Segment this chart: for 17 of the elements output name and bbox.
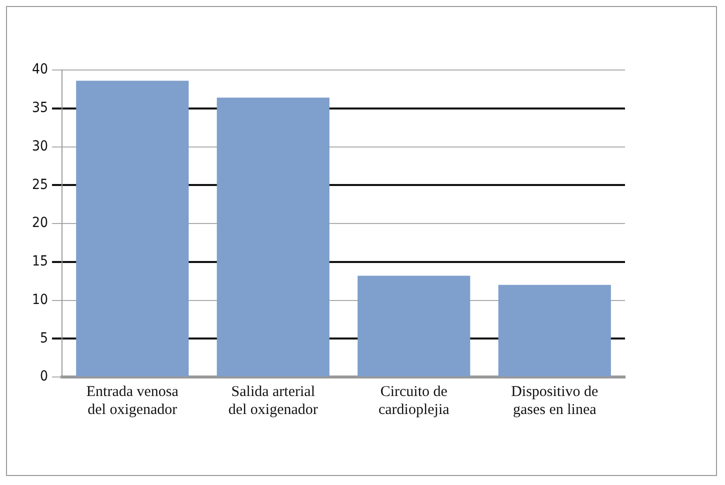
bar — [498, 284, 611, 376]
y-tick-label: 25 — [32, 176, 48, 193]
y-tick-label: 40 — [32, 62, 48, 78]
y-tick-label: 30 — [32, 138, 48, 154]
y-tick-label: 20 — [32, 215, 48, 232]
bar — [216, 98, 330, 376]
x-tick-label: Dispositivo de gases en linea — [511, 384, 599, 418]
bar — [358, 276, 470, 376]
x-tick-label: Salida arterial del oxigenador — [228, 384, 318, 418]
x-tick-label: Circuito de cardioplejia — [378, 384, 450, 418]
y-tick-label: 0 — [40, 368, 48, 385]
y-tick-label: 5 — [40, 330, 48, 346]
y-tick-label: 15 — [32, 254, 48, 270]
y-tick-label: 35 — [32, 100, 48, 116]
x-tick-label: Entrada venosa del oxigenador — [86, 384, 179, 418]
y-tick-label: 10 — [32, 292, 48, 308]
bar — [76, 80, 189, 376]
